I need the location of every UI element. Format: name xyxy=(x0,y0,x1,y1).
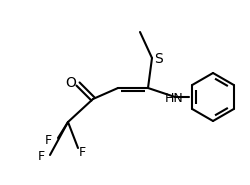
Text: F: F xyxy=(44,134,51,147)
Text: O: O xyxy=(65,76,76,90)
Text: S: S xyxy=(154,52,163,66)
Text: HN: HN xyxy=(164,92,183,105)
Text: F: F xyxy=(78,147,85,159)
Text: F: F xyxy=(37,149,44,162)
